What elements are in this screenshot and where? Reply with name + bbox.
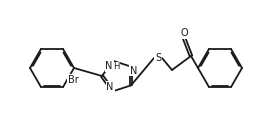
Text: S: S — [155, 53, 161, 63]
Text: O: O — [180, 28, 188, 38]
Text: N: N — [130, 66, 138, 76]
Text: Br: Br — [68, 75, 79, 85]
Text: N: N — [105, 61, 113, 71]
Text: H: H — [113, 62, 119, 71]
Text: N: N — [106, 82, 114, 92]
